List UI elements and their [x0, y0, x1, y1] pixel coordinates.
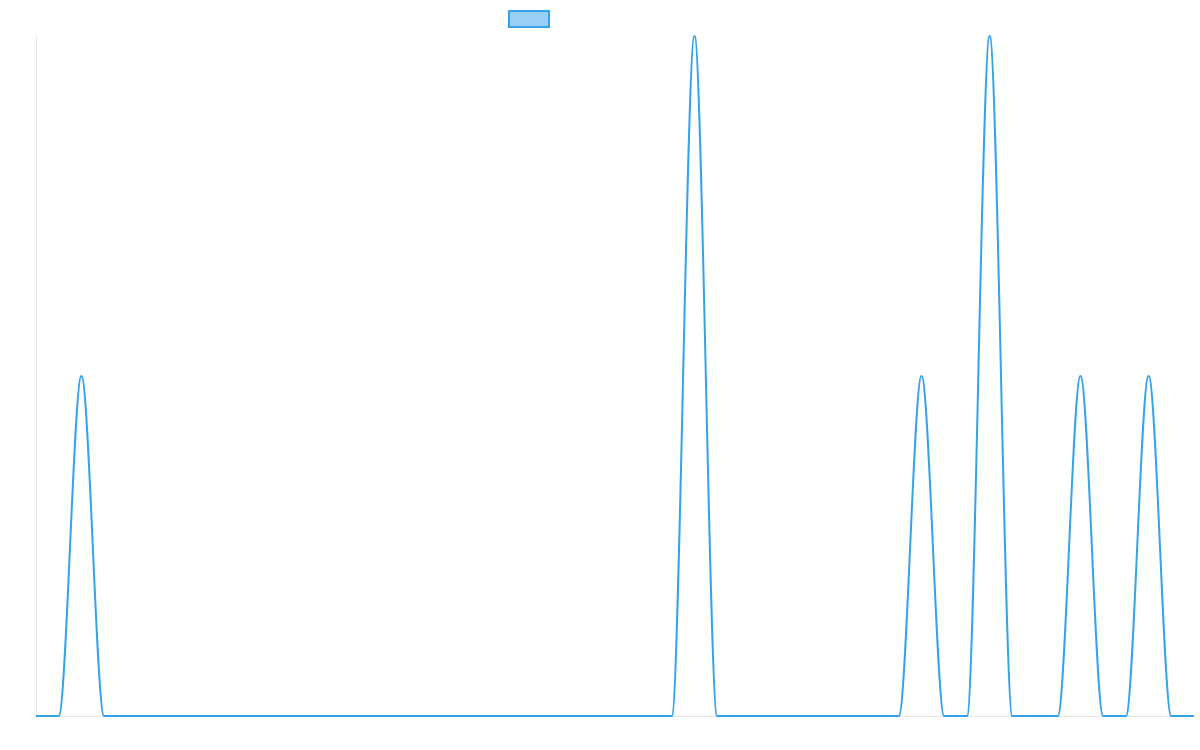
data-point[interactable] [1168, 713, 1174, 719]
data-point[interactable] [533, 713, 539, 719]
data-point[interactable] [124, 713, 130, 719]
data-point[interactable] [374, 713, 380, 719]
data-point[interactable] [737, 713, 743, 719]
data-point[interactable] [78, 373, 84, 379]
data-point[interactable] [919, 373, 925, 379]
data-point[interactable] [283, 713, 289, 719]
data-point[interactable] [328, 713, 334, 719]
data-point[interactable] [782, 713, 788, 719]
data-point[interactable] [1032, 713, 1038, 719]
series-layer [33, 33, 1197, 719]
data-point[interactable] [964, 713, 970, 719]
data-point[interactable] [464, 713, 470, 719]
data-point[interactable] [805, 713, 811, 719]
data-point[interactable] [850, 713, 856, 719]
data-point[interactable] [33, 713, 39, 719]
data-point[interactable] [1009, 713, 1015, 719]
data-point[interactable] [351, 713, 357, 719]
data-point[interactable] [1077, 373, 1083, 379]
data-point[interactable] [510, 713, 516, 719]
data-point[interactable] [1123, 713, 1129, 719]
data-point[interactable] [1055, 713, 1061, 719]
data-point[interactable] [1100, 713, 1106, 719]
data-point[interactable] [192, 713, 198, 719]
data-point[interactable] [1191, 713, 1197, 719]
legend-swatch[interactable] [508, 10, 550, 28]
data-point[interactable] [147, 713, 153, 719]
data-point[interactable] [215, 713, 221, 719]
data-point[interactable] [987, 33, 993, 39]
data-point[interactable] [1146, 373, 1152, 379]
data-point[interactable] [691, 33, 697, 39]
data-point[interactable] [169, 713, 175, 719]
data-point[interactable] [442, 713, 448, 719]
data-point[interactable] [623, 713, 629, 719]
data-point[interactable] [873, 713, 879, 719]
data-point[interactable] [760, 713, 766, 719]
data-point[interactable] [419, 713, 425, 719]
data-point[interactable] [56, 713, 62, 719]
data-point[interactable] [101, 713, 107, 719]
data-point[interactable] [896, 713, 902, 719]
data-point[interactable] [487, 713, 493, 719]
data-point[interactable] [396, 713, 402, 719]
data-point[interactable] [646, 713, 652, 719]
data-point[interactable] [578, 713, 584, 719]
series-line-0 [36, 34, 1194, 717]
data-point[interactable] [555, 713, 561, 719]
data-point[interactable] [237, 713, 243, 719]
data-point[interactable] [669, 713, 675, 719]
data-point[interactable] [941, 713, 947, 719]
data-point[interactable] [828, 713, 834, 719]
data-point[interactable] [601, 713, 607, 719]
data-point[interactable] [714, 713, 720, 719]
data-point[interactable] [260, 713, 266, 719]
data-point[interactable] [305, 713, 311, 719]
